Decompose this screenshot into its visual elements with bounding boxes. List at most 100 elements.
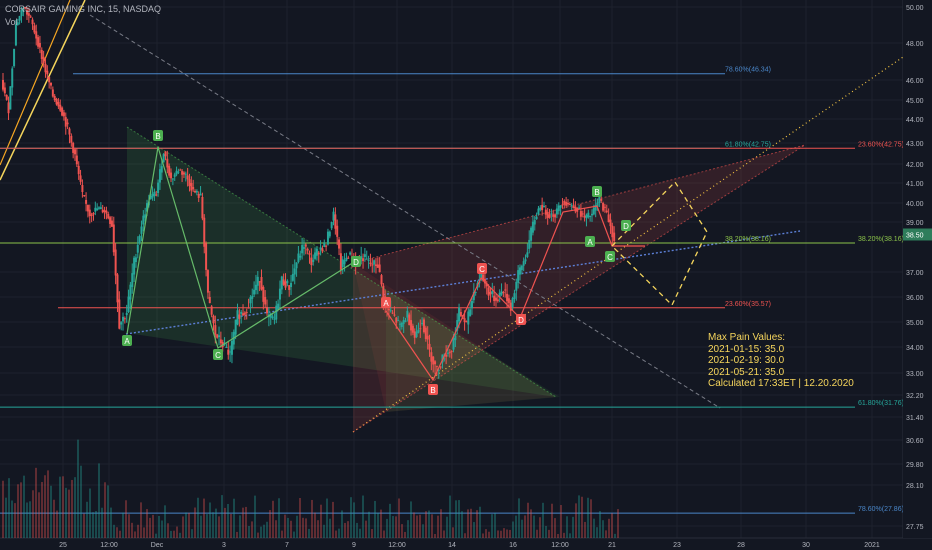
volume-bar <box>284 514 286 538</box>
volume-bar <box>353 502 355 538</box>
candle-body <box>439 366 442 368</box>
candle-body <box>308 253 311 255</box>
candle-body <box>374 264 377 266</box>
candle-body <box>92 212 95 215</box>
volume-bar <box>347 521 349 538</box>
candle-body <box>589 216 592 218</box>
fib-level-label: 61.80%(42.75) <box>725 141 771 148</box>
volume-bar <box>392 516 394 538</box>
candle-body <box>498 292 501 297</box>
candle-body <box>9 86 12 110</box>
candle-body <box>66 122 69 125</box>
candle-body <box>328 231 331 237</box>
volume-bar <box>344 522 346 538</box>
pattern-point-label: A <box>383 299 389 308</box>
volume-bar <box>365 520 367 538</box>
candle-body <box>389 310 392 312</box>
candle-body <box>323 242 326 247</box>
volume-bar <box>62 476 64 538</box>
price-axis-tick: 45.00 <box>906 98 924 105</box>
candle-body <box>434 361 437 365</box>
candle-body <box>321 248 324 252</box>
candle-body <box>557 205 560 212</box>
pattern-point-badge <box>153 130 163 141</box>
candle-body <box>264 297 267 305</box>
candle-body <box>454 335 457 341</box>
candle-body <box>44 63 47 73</box>
volume-bar <box>317 520 319 538</box>
candle-body <box>312 259 315 262</box>
candle-body <box>83 195 86 197</box>
candle-body <box>395 317 398 323</box>
volume-bar <box>77 439 79 538</box>
candle-body <box>105 210 108 214</box>
candle-body <box>94 207 97 212</box>
candle-body <box>470 300 473 309</box>
volume-bar <box>23 475 25 538</box>
volume-bar <box>395 516 397 538</box>
volume-bar <box>362 495 364 538</box>
volume-bar <box>584 521 586 538</box>
candle-body <box>424 327 427 339</box>
candle-body <box>579 211 582 217</box>
candle-body <box>245 312 248 313</box>
candle-body <box>5 95 8 100</box>
candle-body <box>162 154 165 163</box>
candle-body <box>489 292 492 295</box>
volume-bar <box>575 503 577 538</box>
candle-body <box>310 257 313 266</box>
volume-bar <box>281 530 283 538</box>
volume-bar <box>377 512 379 538</box>
time-axis-tick: 3 <box>222 542 226 549</box>
candle-body <box>197 194 200 198</box>
candle-body <box>572 205 575 208</box>
price-axis-tick: 34.00 <box>906 345 924 352</box>
candle-body <box>306 248 309 251</box>
price-axis-tick: 36.00 <box>906 295 924 302</box>
candle-body <box>402 319 405 324</box>
volume-bar <box>233 498 235 538</box>
volume-bar <box>320 504 322 538</box>
candle-body <box>253 289 256 295</box>
candle-body <box>550 213 553 215</box>
candle-body <box>602 203 605 211</box>
candle-body <box>38 43 41 48</box>
volume-bar <box>479 506 481 538</box>
candle-body <box>88 209 91 217</box>
candle-body <box>79 175 82 182</box>
candle-body <box>441 354 444 363</box>
volume-bar <box>17 484 19 538</box>
volume-bar <box>92 512 94 538</box>
candle-body <box>258 281 261 283</box>
volume-bar <box>56 510 58 538</box>
volume-bar <box>80 465 82 538</box>
max-pain-title: Max Pain Values: <box>708 332 786 343</box>
volume-bar <box>308 528 310 538</box>
time-axis-tick: Dec <box>151 542 164 549</box>
candle-body <box>240 311 243 314</box>
candle-body <box>243 312 246 315</box>
volume-bar <box>11 500 13 538</box>
volume-bar <box>602 520 604 538</box>
candle-body <box>393 314 396 316</box>
price-axis-tick: 41.00 <box>906 181 924 188</box>
candle-body <box>299 255 302 258</box>
volume-bar <box>467 509 469 538</box>
volume-bar <box>209 502 211 538</box>
candle-body <box>48 76 51 83</box>
volume-bar <box>350 497 352 538</box>
volume-bar <box>278 498 280 538</box>
candle-body <box>225 346 228 348</box>
candle-body <box>568 203 571 206</box>
candle-body <box>136 244 139 253</box>
pattern-point-label: B <box>430 386 435 395</box>
volume-bar <box>461 511 463 538</box>
volume-bar <box>587 497 589 538</box>
volume-bar <box>497 530 499 538</box>
candle-body <box>295 262 298 269</box>
time-axis-tick: 21 <box>608 542 616 549</box>
candle-body <box>509 302 512 311</box>
fib-level-label: 78.60%(46.34) <box>725 67 771 74</box>
volume-bar <box>245 506 247 538</box>
